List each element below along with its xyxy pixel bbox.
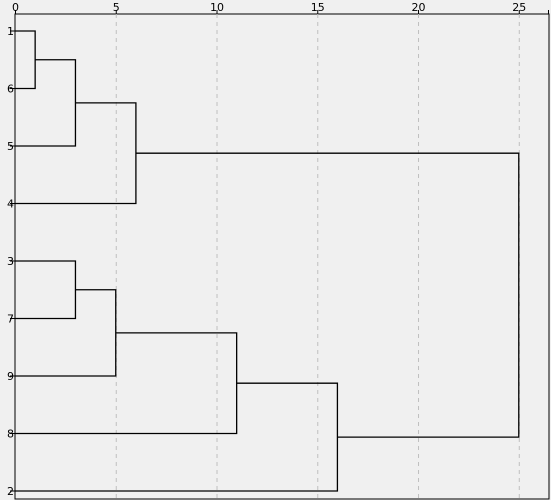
leaf-label-3: 3	[7, 255, 14, 268]
plot-frame	[14, 13, 550, 500]
x-tick-label: 15	[311, 1, 325, 14]
leaf-label-9: 9	[7, 370, 14, 383]
leaf-label-5: 5	[7, 140, 14, 153]
x-tick-label: 5	[113, 1, 120, 14]
leaf-label-7: 7	[7, 313, 14, 326]
leaf-label-6: 6	[7, 83, 14, 96]
leaf-label-1: 1	[7, 25, 14, 38]
x-tick-label: 20	[412, 1, 426, 14]
leaf-label-2: 2	[7, 485, 14, 498]
leaf-label-8: 8	[7, 428, 14, 441]
x-tick-label: 25	[512, 1, 526, 14]
dendrogram-link-m8	[135, 152, 520, 438]
leaf-label-4: 4	[7, 198, 14, 211]
x-tick-label: 10	[210, 1, 224, 14]
x-tick-label: 0	[12, 1, 19, 14]
